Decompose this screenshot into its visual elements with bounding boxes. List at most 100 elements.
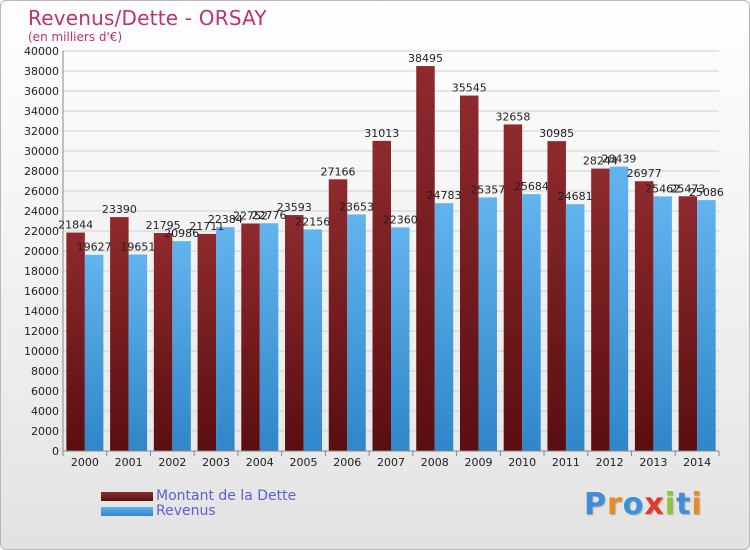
revenus-value-label: 25357 — [470, 183, 505, 196]
revenus-value-label: 19627 — [77, 241, 112, 254]
dette-value-label: 23390 — [102, 203, 137, 216]
legend-label-revenus: Revenus — [156, 503, 216, 519]
y-tick-label: 6000 — [31, 385, 59, 398]
dette-value-label: 28244 — [583, 155, 618, 168]
dette-value-label: 30985 — [539, 127, 574, 140]
y-tick-label: 34000 — [24, 105, 59, 118]
dette-value-label: 21711 — [189, 220, 224, 233]
legend-item-dette: Montant de la Dette — [101, 488, 296, 504]
revenus-value-label: 22776 — [252, 209, 287, 222]
logo-letter: i — [664, 487, 677, 522]
dette-value-label: 32658 — [495, 110, 530, 123]
x-tick-label: 2004 — [246, 456, 274, 469]
dette-bar — [153, 233, 173, 451]
y-tick-label: 28000 — [24, 165, 59, 178]
x-tick-label: 2012 — [596, 456, 624, 469]
dette-value-label: 31013 — [364, 127, 399, 140]
legend-item-revenus: Revenus — [101, 503, 216, 519]
proxiti-logo: Proxiti — [584, 487, 703, 522]
x-tick-label: 2002 — [158, 456, 186, 469]
y-tick-label: 26000 — [24, 185, 59, 198]
dette-value-label: 27166 — [321, 165, 356, 178]
y-tick-label: 38000 — [24, 65, 59, 78]
y-tick-label: 0 — [52, 445, 59, 458]
x-tick-label: 2008 — [421, 456, 449, 469]
revenus-value-label: 22384 — [208, 213, 243, 226]
revenus-bar — [128, 254, 148, 451]
revenus-value-label: 23653 — [339, 200, 374, 213]
y-tick-label: 14000 — [24, 305, 59, 318]
dette-bar — [197, 233, 217, 451]
dette-value-label: 21795 — [146, 219, 181, 232]
revenus-value-label: 28439 — [601, 153, 636, 166]
dette-bar — [110, 217, 129, 451]
revenus-value-label: 24681 — [558, 190, 593, 203]
y-tick-label: 22000 — [24, 225, 59, 238]
x-tick-label: 2000 — [71, 456, 99, 469]
revenus-value-label: 22360 — [383, 213, 418, 226]
revenus-value-label: 25462 — [645, 182, 680, 195]
dette-value-label: 22752 — [233, 209, 268, 222]
y-tick-label: 40000 — [24, 45, 59, 58]
y-tick-label: 32000 — [24, 125, 59, 138]
revenus-bar — [172, 241, 191, 451]
logo-letter: P — [584, 487, 607, 522]
revenus-bar — [478, 197, 497, 451]
dette-bar — [678, 196, 698, 451]
dette-bar — [634, 181, 654, 452]
y-tick-label: 30000 — [24, 145, 59, 158]
revenus-value-label: 24783 — [426, 189, 461, 202]
dette-bar — [459, 95, 479, 452]
y-tick-label: 16000 — [24, 285, 59, 298]
revenus-bar — [522, 194, 541, 451]
dette-bar — [241, 223, 260, 451]
dette-bar — [503, 124, 523, 452]
revenus-bar — [434, 203, 454, 451]
revenus-bar — [609, 166, 629, 452]
revenus-bar — [653, 196, 672, 451]
dette-value-label: 38495 — [408, 52, 443, 65]
revenus-bar — [565, 204, 585, 451]
y-tick-label: 4000 — [31, 405, 59, 418]
chart-title: Revenus/Dette - ORSAY — [28, 6, 267, 30]
logo-letter: o — [622, 487, 645, 522]
legend-swatch-dette — [101, 491, 153, 501]
x-tick-label: 2010 — [508, 456, 536, 469]
revenus-value-label: 25086 — [689, 186, 724, 199]
x-tick-label: 2001 — [115, 456, 143, 469]
dette-value-label: 23593 — [277, 201, 312, 214]
revenus-bar — [347, 214, 366, 451]
y-tick-label: 24000 — [24, 205, 59, 218]
y-tick-label: 10000 — [24, 345, 59, 358]
dette-value-label: 35545 — [452, 82, 487, 95]
x-tick-label: 2009 — [464, 456, 492, 469]
revenus-bar — [697, 200, 716, 451]
y-tick-label: 12000 — [24, 325, 59, 338]
dette-bar — [416, 66, 435, 452]
y-tick-label: 20000 — [24, 245, 59, 258]
dette-bar — [66, 232, 85, 451]
revenus-value-label: 25684 — [514, 180, 549, 193]
x-tick-label: 2014 — [683, 456, 711, 469]
revenus-bar — [216, 227, 235, 451]
dette-value-label: 21844 — [58, 219, 93, 232]
legend-label-dette: Montant de la Dette — [156, 488, 297, 504]
revenus-value-label: 22156 — [295, 215, 330, 228]
dette-bar — [547, 141, 566, 451]
y-tick-label: 36000 — [24, 85, 59, 98]
revenus-bar — [84, 254, 104, 451]
y-tick-label: 2000 — [31, 425, 59, 438]
y-tick-label: 8000 — [31, 365, 59, 378]
dette-bar — [372, 140, 391, 451]
x-tick-label: 2007 — [377, 456, 405, 469]
logo-letter: t — [676, 487, 692, 522]
dette-bar — [328, 179, 348, 451]
dette-value-label: 26977 — [627, 167, 662, 180]
x-tick-label: 2005 — [290, 456, 318, 469]
legend-swatch-revenus — [101, 506, 153, 516]
logo-letter: i — [691, 487, 703, 522]
x-tick-label: 2003 — [202, 456, 230, 469]
dette-bar — [591, 168, 610, 451]
x-tick-label: 2013 — [639, 456, 667, 469]
